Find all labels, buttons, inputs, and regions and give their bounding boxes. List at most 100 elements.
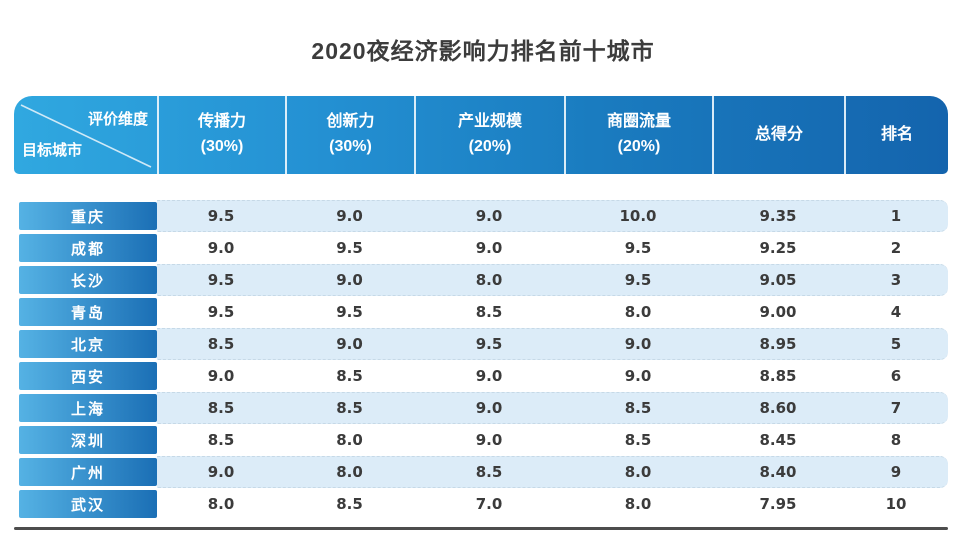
city-cell: 青岛 xyxy=(19,298,157,326)
rank-cell: 10 xyxy=(885,495,907,513)
city-column: 深圳 xyxy=(14,424,157,456)
table-row: 武汉 8.0 8.5 7.0 8.0 7.95 10 xyxy=(14,488,948,520)
score-cell: 8.0 xyxy=(624,463,652,481)
row-cells: 9.0 9.5 9.0 9.5 9.25 2 xyxy=(157,232,948,264)
total-score-cell: 8.45 xyxy=(759,431,797,449)
city-cell: 长沙 xyxy=(19,266,157,294)
column-header-industry-scale: 产业规模 (20%) xyxy=(414,96,564,174)
city-column: 北京 xyxy=(14,328,157,360)
city-cell: 北京 xyxy=(19,330,157,358)
table-header: 评价维度 目标城市 传播力 (30%) 创新力 (30%) 产业规模 (20%)… xyxy=(14,96,948,174)
score-cell: 8.5 xyxy=(336,399,363,417)
score-cell: 8.0 xyxy=(207,495,235,513)
total-score-cell: 8.85 xyxy=(759,367,797,385)
score-cell: 9.0 xyxy=(336,271,363,289)
column-header-district-traffic: 商圈流量 (20%) xyxy=(564,96,712,174)
score-cell: 8.5 xyxy=(207,335,235,353)
total-score-cell: 7.95 xyxy=(759,495,797,513)
total-score-cell: 8.95 xyxy=(759,335,797,353)
table-row: 深圳 8.5 8.0 9.0 8.5 8.45 8 xyxy=(14,424,948,456)
city-column: 武汉 xyxy=(14,488,157,520)
column-header-total-score: 总得分 xyxy=(712,96,844,174)
score-cell: 8.5 xyxy=(475,303,503,321)
header-corner-cell: 评价维度 目标城市 xyxy=(14,96,157,174)
table-body: 重庆 9.5 9.0 9.0 10.0 9.35 1 成都 9.0 9.5 9.0 9.5 9.25 2 长… xyxy=(14,200,948,520)
score-cell: 8.5 xyxy=(336,367,363,385)
city-column: 青岛 xyxy=(14,296,157,328)
table-row: 广州 9.0 8.0 8.5 8.0 8.40 9 xyxy=(14,456,948,488)
row-cells: 9.5 9.0 8.0 9.5 9.05 3 xyxy=(157,264,948,296)
score-cell: 9.5 xyxy=(207,207,235,225)
row-cells: 8.5 9.0 9.5 9.0 8.95 5 xyxy=(157,328,948,360)
score-cell: 10.0 xyxy=(619,207,657,225)
score-cell: 7.0 xyxy=(475,495,503,513)
row-cells: 8.0 8.5 7.0 8.0 7.95 10 xyxy=(157,488,948,520)
score-cell: 9.0 xyxy=(624,367,652,385)
corner-label-city: 目标城市 xyxy=(22,141,83,159)
row-cells: 8.5 8.5 9.0 8.5 8.60 7 xyxy=(157,392,948,424)
table-row: 上海 8.5 8.5 9.0 8.5 8.60 7 xyxy=(14,392,948,424)
rank-cell: 7 xyxy=(890,399,902,417)
score-cell: 8.5 xyxy=(624,431,652,449)
rank-cell: 1 xyxy=(890,207,902,225)
score-cell: 9.0 xyxy=(475,399,503,417)
row-cells: 9.5 9.5 8.5 8.0 9.00 4 xyxy=(157,296,948,328)
page-title: 2020夜经济影响力排名前十城市 xyxy=(311,38,655,64)
table-row: 成都 9.0 9.5 9.0 9.5 9.25 2 xyxy=(14,232,948,264)
score-cell: 8.5 xyxy=(624,399,652,417)
column-header-communication-power: 传播力 (30%) xyxy=(157,96,285,174)
score-cell: 9.5 xyxy=(624,239,652,257)
city-column: 西安 xyxy=(14,360,157,392)
score-cell: 9.0 xyxy=(336,335,363,353)
score-cell: 8.0 xyxy=(475,271,503,289)
score-cell: 9.5 xyxy=(336,303,363,321)
city-cell: 成都 xyxy=(19,234,157,262)
city-cell: 武汉 xyxy=(19,490,157,518)
score-cell: 8.5 xyxy=(336,495,363,513)
city-cell: 广州 xyxy=(19,458,157,486)
score-cell: 9.0 xyxy=(336,207,363,225)
ranking-table: 评价维度 目标城市 传播力 (30%) 创新力 (30%) 产业规模 (20%)… xyxy=(14,96,948,530)
diagonal-divider-icon xyxy=(20,104,152,168)
score-cell: 9.0 xyxy=(475,239,503,257)
column-label: 商圈流量 xyxy=(606,113,671,131)
score-cell: 9.0 xyxy=(207,367,235,385)
city-cell: 上海 xyxy=(19,394,157,422)
score-cell: 8.5 xyxy=(207,399,235,417)
table-row: 西安 9.0 8.5 9.0 9.0 8.85 6 xyxy=(14,360,948,392)
score-cell: 9.0 xyxy=(475,431,503,449)
score-cell: 9.0 xyxy=(624,335,652,353)
rank-cell: 4 xyxy=(890,303,902,321)
column-weight: (30%) xyxy=(200,138,244,155)
score-cell: 8.0 xyxy=(336,463,363,481)
column-weight: (30%) xyxy=(329,138,372,155)
total-score-cell: 8.60 xyxy=(759,399,797,417)
city-cell: 深圳 xyxy=(19,426,157,454)
rank-cell: 3 xyxy=(890,271,902,289)
column-weight: (20%) xyxy=(617,138,661,155)
column-label: 产业规模 xyxy=(457,113,522,131)
score-cell: 8.0 xyxy=(624,495,652,513)
rank-cell: 9 xyxy=(890,463,902,481)
total-score-cell: 9.05 xyxy=(759,271,797,289)
score-cell: 9.0 xyxy=(207,463,235,481)
row-cells: 9.0 8.0 8.5 8.0 8.40 9 xyxy=(157,456,948,488)
row-cells: 9.5 9.0 9.0 10.0 9.35 1 xyxy=(157,200,948,232)
column-header-rank: 排名 xyxy=(844,96,948,174)
row-cells: 9.0 8.5 9.0 9.0 8.85 6 xyxy=(157,360,948,392)
table-bottom-rule xyxy=(14,527,948,530)
table-row: 北京 8.5 9.0 9.5 9.0 8.95 5 xyxy=(14,328,948,360)
table-row: 长沙 9.5 9.0 8.0 9.5 9.05 3 xyxy=(14,264,948,296)
column-label: 总得分 xyxy=(754,125,803,143)
table-row: 青岛 9.5 9.5 8.5 8.0 9.00 4 xyxy=(14,296,948,328)
score-cell: 9.5 xyxy=(475,335,503,353)
corner-label-dimension: 评价维度 xyxy=(87,111,148,128)
city-cell: 西安 xyxy=(19,362,157,390)
city-cell: 重庆 xyxy=(19,202,157,230)
city-column: 重庆 xyxy=(14,200,157,232)
score-cell: 8.5 xyxy=(475,463,503,481)
score-cell: 8.0 xyxy=(336,431,363,449)
city-column: 成都 xyxy=(14,232,157,264)
column-label: 排名 xyxy=(880,125,913,143)
